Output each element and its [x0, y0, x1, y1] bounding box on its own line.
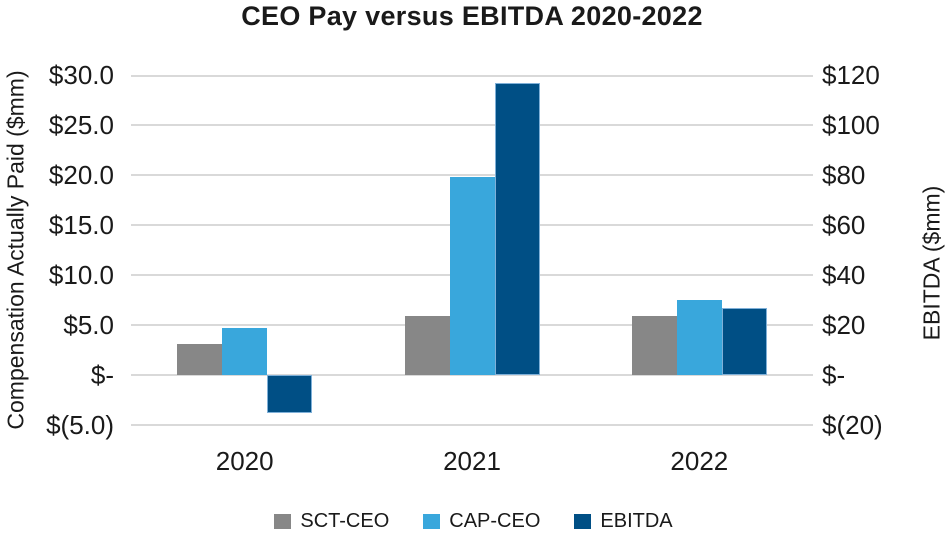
right-axis-tick: $120 [822, 60, 880, 90]
right-axis-tick: $- [822, 360, 846, 390]
legend-marker-sct-ceo [274, 513, 292, 529]
bar-ebitda-2022 [721, 307, 767, 375]
bar-cap-ceo-2021 [449, 177, 495, 375]
legend-marker-ebitda [574, 513, 592, 529]
gridline [131, 75, 813, 77]
category-label-2022: 2022 [670, 446, 729, 476]
bar-cap-ceo-2022 [676, 300, 722, 375]
gridline [131, 124, 813, 126]
gridline [131, 424, 813, 426]
left-axis-tick: $15.0 [48, 210, 114, 240]
left-axis-tick: $20.0 [48, 160, 114, 190]
legend: SCT-CEO CAP-CEO EBITDA [0, 510, 947, 532]
right-axis-tick: $100 [822, 110, 880, 140]
category-label-2021: 2021 [443, 446, 501, 476]
legend-label-cap-ceo: CAP-CEO [449, 510, 541, 532]
chart-title: CEO Pay versus EBITDA 2020-2022 [241, 1, 703, 31]
right-axis-tick: $(20) [822, 410, 883, 440]
bar-sct-ceo-2020 [177, 344, 223, 375]
category-label-2020: 2020 [215, 446, 274, 476]
legend-label-ebitda: EBITDA [600, 510, 673, 532]
left-axis-tick: $30.0 [48, 60, 114, 90]
right-axis-title: EBITDA ($mm) [918, 185, 945, 341]
legend-item-sct-ceo: SCT-CEO [274, 510, 389, 532]
gridline [131, 374, 813, 376]
left-axis-tick: $(5.0) [46, 410, 114, 440]
bar-sct-ceo-2022 [631, 316, 677, 375]
left-axis-tick: $25.0 [48, 110, 114, 140]
bar-ebitda-2020 [267, 375, 313, 413]
gridline [131, 174, 813, 176]
left-axis-tick: $- [90, 360, 114, 390]
legend-item-ebitda: EBITDA [574, 510, 673, 532]
right-axis-tick: $40 [822, 260, 866, 290]
bar-cap-ceo-2020 [222, 328, 268, 375]
left-axis-tick: $5.0 [63, 310, 114, 340]
right-axis-tick: $60 [822, 210, 866, 240]
right-axis-tick: $80 [822, 160, 866, 190]
plot-area [131, 75, 813, 426]
bar-ebitda-2021 [494, 82, 540, 375]
legend-marker-cap-ceo [423, 513, 441, 529]
left-axis-tick: $10.0 [48, 260, 114, 290]
legend-label-sct-ceo: SCT-CEO [300, 510, 390, 532]
legend-item-cap-ceo: CAP-CEO [423, 510, 540, 532]
bar-sct-ceo-2021 [404, 316, 450, 375]
right-axis-tick: $20 [822, 310, 866, 340]
